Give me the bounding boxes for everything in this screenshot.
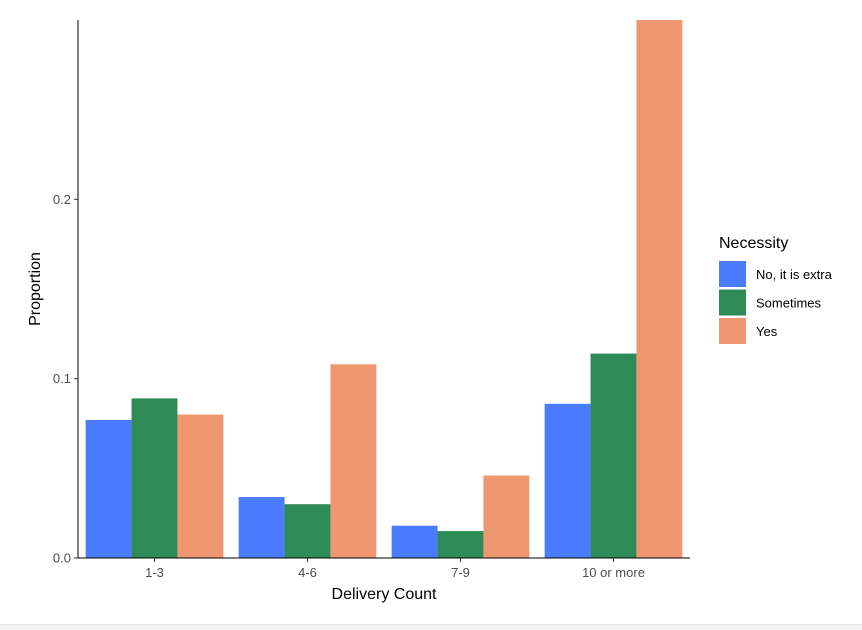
bar bbox=[238, 497, 285, 558]
y-tick-label: 0.0 bbox=[53, 551, 71, 566]
legend-label: No, it is extra bbox=[756, 267, 833, 282]
x-tick-label: 1-3 bbox=[145, 565, 164, 580]
bar bbox=[177, 414, 224, 558]
bar bbox=[483, 475, 530, 558]
legend-label: Yes bbox=[756, 324, 778, 339]
bar bbox=[590, 353, 637, 558]
bar bbox=[131, 398, 178, 558]
x-tick-label: 4-6 bbox=[298, 565, 317, 580]
legend-key bbox=[719, 289, 746, 316]
legend-key bbox=[719, 318, 746, 344]
y-tick-label: 0.1 bbox=[53, 371, 71, 386]
y-tick-label: 0.2 bbox=[53, 192, 71, 207]
bar bbox=[330, 364, 377, 558]
bar bbox=[636, 20, 683, 558]
bars-group bbox=[85, 20, 683, 558]
x-tick-label: 7-9 bbox=[451, 565, 470, 580]
y-axis-ticks: 0.0 0.1 0.2 bbox=[53, 192, 78, 566]
legend-key bbox=[719, 261, 746, 287]
legend-label: Sometimes bbox=[756, 296, 822, 311]
bar bbox=[437, 531, 484, 558]
x-tick-label: 10 or more bbox=[582, 565, 645, 580]
bar bbox=[391, 525, 438, 558]
legend-title: Necessity bbox=[719, 235, 788, 252]
bar bbox=[284, 504, 331, 558]
bottom-divider bbox=[0, 624, 862, 630]
x-axis-title: Delivery Count bbox=[332, 586, 437, 603]
y-axis-title: Proportion bbox=[27, 252, 44, 326]
x-axis-ticks: 1-3 4-6 7-9 10 or more bbox=[145, 558, 645, 580]
bar bbox=[544, 403, 591, 558]
bar bbox=[85, 419, 132, 558]
legend: Necessity No, it is extra Sometimes Yes bbox=[719, 235, 833, 344]
